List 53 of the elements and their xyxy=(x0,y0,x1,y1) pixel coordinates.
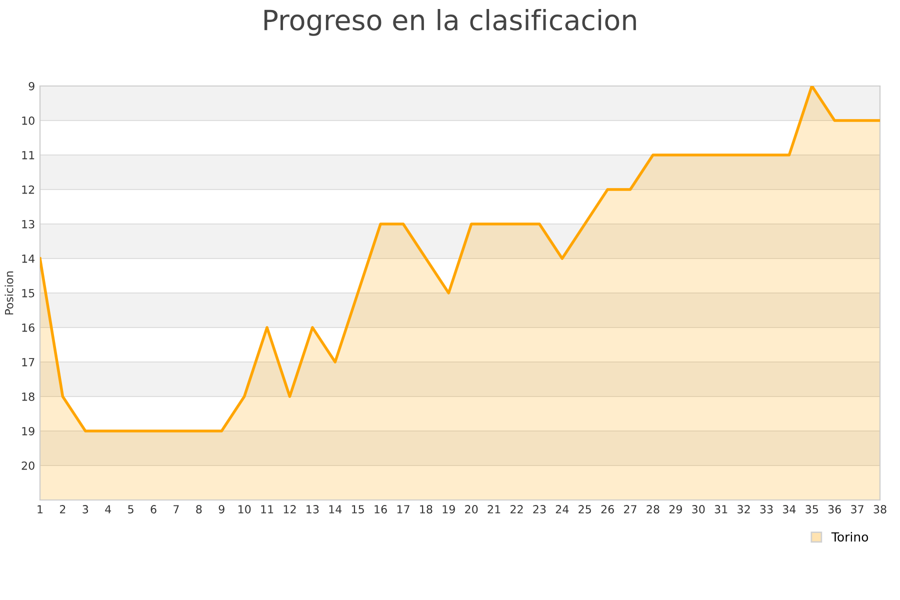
x-tick-label: 34 xyxy=(782,505,796,514)
y-tick-label: 20 xyxy=(22,461,34,470)
x-tick-label: 3 xyxy=(82,505,88,514)
x-tick-label: 13 xyxy=(306,505,319,514)
x-tick-label: 29 xyxy=(669,505,682,514)
x-tick-label: 9 xyxy=(218,505,224,514)
x-tick-label: 30 xyxy=(692,505,705,514)
x-tick-label: 15 xyxy=(352,505,364,514)
x-tick-label: 20 xyxy=(465,505,478,514)
x-tick-label: 19 xyxy=(442,505,455,514)
x-tick-label: 38 xyxy=(874,505,886,514)
x-tick-label: 36 xyxy=(828,505,841,514)
x-tick-label: 8 xyxy=(196,505,202,514)
x-tick-label: 37 xyxy=(851,505,864,514)
y-tick-label: 11 xyxy=(22,151,34,160)
x-tick-label: 7 xyxy=(174,505,179,514)
x-tick-label: 1 xyxy=(38,505,43,514)
y-tick-label: 9 xyxy=(28,82,34,90)
y-tick-label: 12 xyxy=(22,185,34,194)
x-tick-label: 2 xyxy=(60,505,66,514)
x-tick-label: 14 xyxy=(329,505,342,514)
x-tick-label: 17 xyxy=(397,505,410,514)
x-tick-label: 32 xyxy=(738,505,750,514)
x-tick-label: 21 xyxy=(488,505,500,514)
y-tick-label: 10 xyxy=(22,116,34,125)
y-tick-label: 19 xyxy=(22,426,34,436)
x-tick-label: 16 xyxy=(374,505,387,514)
chart-title: Progreso en la clasificacion xyxy=(264,9,636,36)
y-tick-label: 17 xyxy=(22,358,34,366)
x-tick-label: 18 xyxy=(420,505,432,514)
x-tick-label: 5 xyxy=(128,505,134,514)
legend-label: Torino xyxy=(831,532,868,542)
x-tick-label: 24 xyxy=(556,505,569,514)
x-tick-label: 12 xyxy=(284,505,296,514)
x-tick-label: 33 xyxy=(760,505,773,514)
y-axis-title: Posicion xyxy=(4,271,14,314)
y-tick-label: 13 xyxy=(22,220,34,228)
x-tick-label: 22 xyxy=(510,505,523,514)
y-tick-label: 18 xyxy=(22,392,34,401)
y-tick-label: 16 xyxy=(22,323,34,332)
y-tick-label: 14 xyxy=(22,254,35,263)
x-tick-label: 11 xyxy=(261,505,274,514)
x-tick-label: 4 xyxy=(105,505,112,514)
y-tick-label: 15 xyxy=(22,289,34,298)
x-tick-label: 26 xyxy=(601,505,614,514)
x-tick-label: 28 xyxy=(646,505,660,514)
x-tick-label: 6 xyxy=(150,505,156,514)
x-tick-label: 25 xyxy=(578,505,591,514)
x-tick-label: 35 xyxy=(806,505,818,514)
x-tick-label: 31 xyxy=(714,505,728,514)
x-tick-label: 10 xyxy=(238,505,251,514)
x-tick-label: 23 xyxy=(533,505,546,514)
x-tick-label: 27 xyxy=(624,505,636,514)
